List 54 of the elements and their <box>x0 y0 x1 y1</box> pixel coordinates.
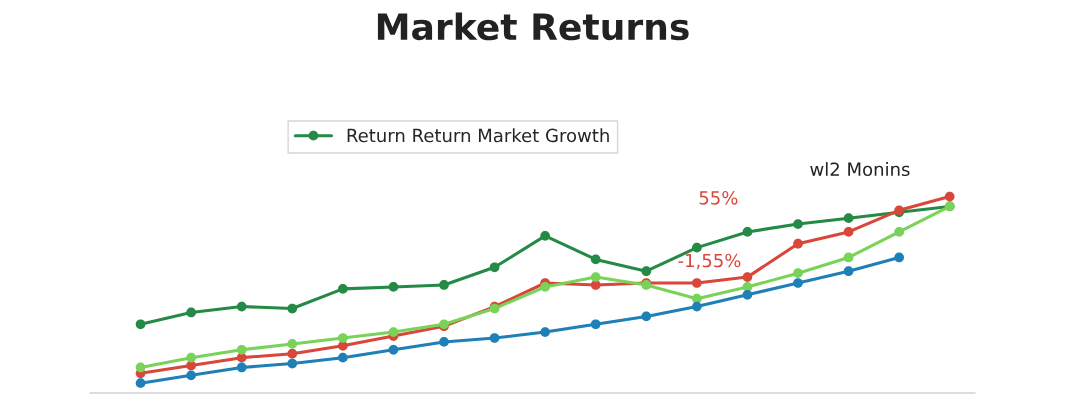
point <box>338 352 348 363</box>
point <box>590 319 601 330</box>
legend-label: Return Return Market Growth <box>347 128 609 143</box>
point <box>287 303 298 314</box>
point <box>135 378 146 389</box>
point <box>287 358 298 369</box>
point <box>692 301 702 312</box>
point <box>287 348 298 359</box>
point <box>338 333 348 343</box>
point <box>742 272 753 282</box>
point <box>489 333 500 343</box>
point <box>236 362 247 373</box>
annotation: -1,55% <box>678 253 741 270</box>
point <box>388 282 399 292</box>
point <box>186 370 196 381</box>
point <box>540 231 550 241</box>
point <box>692 242 702 253</box>
point <box>135 362 146 373</box>
point <box>439 337 449 347</box>
point <box>641 266 652 277</box>
point <box>894 252 904 263</box>
point <box>388 327 399 337</box>
point <box>439 280 449 290</box>
point <box>944 191 955 202</box>
point <box>186 307 196 318</box>
point <box>489 262 500 273</box>
point <box>236 301 247 312</box>
point <box>338 284 348 294</box>
point <box>135 319 146 330</box>
point <box>793 219 803 229</box>
annotation: 55% <box>699 190 738 205</box>
point <box>793 238 803 249</box>
point <box>843 266 854 277</box>
point <box>590 272 601 282</box>
point <box>186 360 196 371</box>
point <box>843 252 854 263</box>
point <box>590 254 601 265</box>
point <box>843 213 854 224</box>
point <box>894 227 904 237</box>
point <box>287 339 298 349</box>
point <box>388 344 399 355</box>
point <box>742 289 753 300</box>
point <box>843 227 854 237</box>
point <box>793 278 803 288</box>
point <box>540 327 550 337</box>
point <box>186 352 196 363</box>
point <box>641 311 652 322</box>
point <box>236 344 247 355</box>
chart-title: Market Returns <box>377 12 689 41</box>
text: wl2 Monins <box>810 162 910 177</box>
point <box>692 278 702 288</box>
point <box>793 268 803 279</box>
point <box>742 227 753 237</box>
point <box>540 282 550 292</box>
